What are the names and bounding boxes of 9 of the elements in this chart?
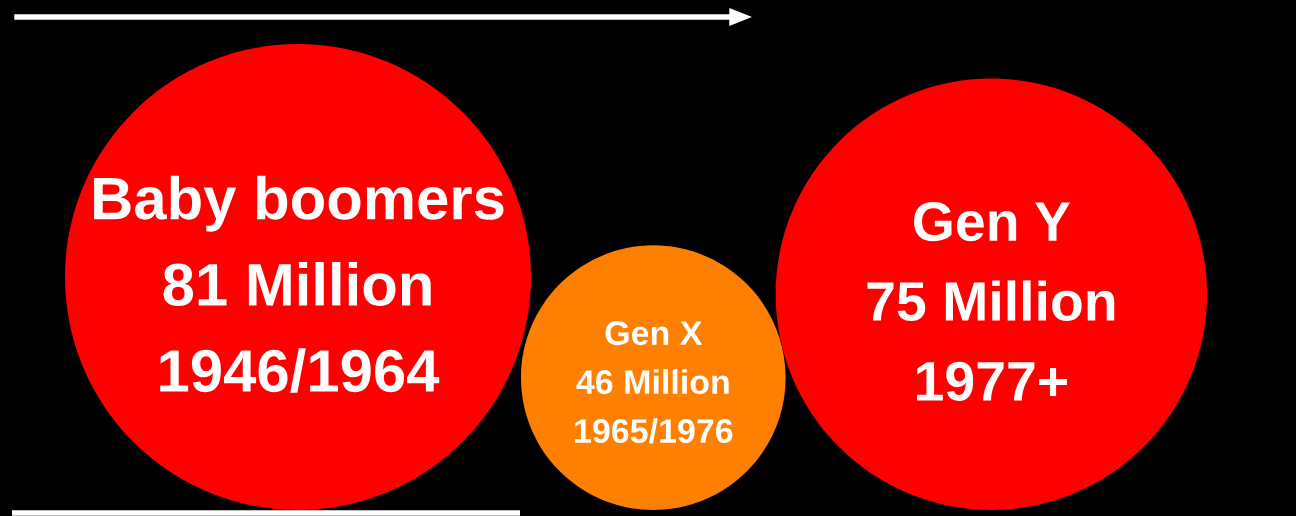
- text: 1965/1976: [575, 418, 733, 444]
- category-label: Baby boomers: [94, 175, 504, 232]
- text: 1977+: [917, 361, 1067, 401]
- data-label: 81 Million: [163, 262, 431, 306]
- category-label: Gen X: [605, 321, 703, 346]
- category-label: Gen Y: [914, 202, 1071, 242]
- data-label: 46 Million: [576, 369, 729, 395]
- text: 1946/1964: [160, 348, 440, 393]
- data-label: 75 Million: [867, 280, 1115, 322]
